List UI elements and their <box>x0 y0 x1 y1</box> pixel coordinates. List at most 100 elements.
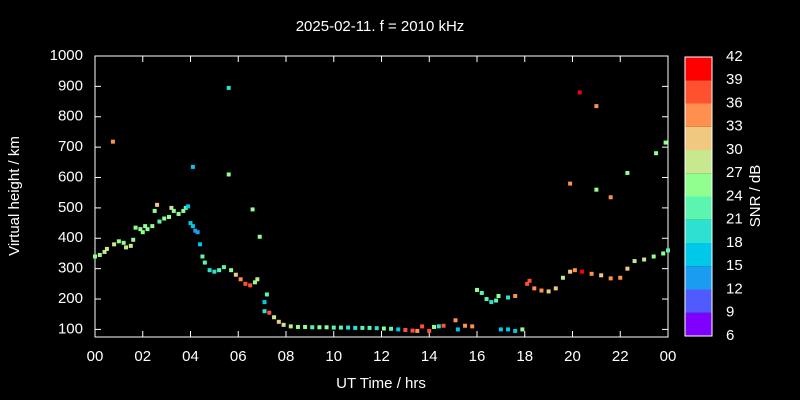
data-point <box>233 272 238 277</box>
chart-title: 2025-02-11. f = 2010 kHz <box>296 18 465 35</box>
data-point <box>183 205 188 210</box>
x-tick-label: 06 <box>230 348 247 365</box>
x-tick-label: 16 <box>469 348 486 365</box>
x-tick-label: 18 <box>516 348 533 365</box>
colorbar-tick-label: 9 <box>726 304 734 321</box>
data-point <box>188 221 193 226</box>
data-point <box>102 249 107 254</box>
data-point <box>589 271 594 276</box>
colorbar-band <box>685 312 712 336</box>
data-point <box>250 207 255 212</box>
data-point <box>520 327 525 332</box>
data-point <box>138 227 143 232</box>
data-point <box>140 230 145 235</box>
colorbar-tick-label: 21 <box>726 211 743 228</box>
data-point <box>267 310 272 315</box>
data-point <box>415 328 420 333</box>
y-tick-label: 700 <box>58 138 83 155</box>
data-point <box>525 281 530 286</box>
y-axis-label: Virtual height / km <box>6 136 23 256</box>
data-point <box>494 298 499 303</box>
data-point <box>112 242 117 247</box>
data-point <box>121 240 126 245</box>
data-point <box>97 252 102 257</box>
y-tick-label: 300 <box>58 260 83 277</box>
data-point <box>193 228 198 233</box>
data-point <box>162 216 167 221</box>
data-point <box>93 254 97 259</box>
y-tick-label: 100 <box>58 320 83 337</box>
x-tick-label: 10 <box>325 348 342 365</box>
x-tick-label: 14 <box>421 348 438 365</box>
data-point <box>288 324 293 329</box>
colorbar-tick-label: 42 <box>726 48 743 65</box>
x-axis-label: UT Time / hrs <box>336 375 426 392</box>
data-point <box>568 181 573 186</box>
data-point <box>150 224 155 229</box>
colorbar-frame <box>684 56 713 337</box>
data-point <box>238 277 243 282</box>
data-point <box>546 289 551 294</box>
data-point <box>198 242 203 247</box>
x-tick-label: 04 <box>182 348 199 365</box>
y-tick-label: 500 <box>58 199 83 216</box>
data-point <box>190 224 195 229</box>
data-point <box>155 202 160 207</box>
data-point <box>608 195 613 200</box>
data-point <box>389 326 394 331</box>
data-point <box>479 290 484 295</box>
data-point <box>632 259 637 264</box>
colorbar-band <box>685 289 712 313</box>
data-point <box>248 283 253 288</box>
colorbar-band <box>685 126 712 150</box>
data-point <box>599 273 604 278</box>
data-point <box>200 254 205 259</box>
data-point <box>281 322 286 327</box>
data-point <box>303 324 308 329</box>
data-point <box>110 139 115 144</box>
colorbar-band <box>685 103 712 127</box>
colorbar-label: SNR / dB <box>747 165 764 228</box>
data-point <box>663 140 668 145</box>
data-point <box>436 324 441 329</box>
colorbar-band <box>685 196 712 220</box>
data-point <box>212 269 217 274</box>
colorbar-band <box>685 219 712 243</box>
colorbar-tick-label: 33 <box>726 118 743 135</box>
data-point <box>169 205 174 210</box>
x-tick-label: 12 <box>373 348 390 365</box>
data-point <box>131 237 136 242</box>
data-point <box>572 268 577 273</box>
x-tick-label: 08 <box>278 348 295 365</box>
colorbar-tick-label: 6 <box>726 327 734 344</box>
colorbar-tick-label: 30 <box>726 141 743 158</box>
y-tick-label: 900 <box>58 77 83 94</box>
data-point <box>568 269 573 274</box>
data-point <box>470 324 475 329</box>
data-point <box>651 254 656 259</box>
data-point <box>532 286 537 291</box>
data-point <box>252 280 257 285</box>
data-point <box>167 215 172 220</box>
data-point <box>489 300 494 305</box>
data-point <box>432 324 437 329</box>
data-point <box>195 230 200 235</box>
data-point <box>255 277 260 282</box>
y-tick-label: 1000 <box>50 47 83 64</box>
colorbar-band <box>685 266 712 290</box>
data-point <box>661 251 666 256</box>
colorbar-tick-label: 39 <box>726 71 743 88</box>
data-point <box>506 327 511 332</box>
colorbar-tick-label: 27 <box>726 164 743 181</box>
data-point <box>276 319 281 324</box>
data-point <box>625 266 630 271</box>
data-point <box>128 243 133 248</box>
x-tick-label: 20 <box>564 348 581 365</box>
data-point <box>226 172 231 177</box>
data-point <box>295 324 300 329</box>
data-point <box>157 219 162 224</box>
colorbar-band <box>685 243 712 267</box>
data-point <box>441 323 446 328</box>
data-point <box>539 288 544 293</box>
